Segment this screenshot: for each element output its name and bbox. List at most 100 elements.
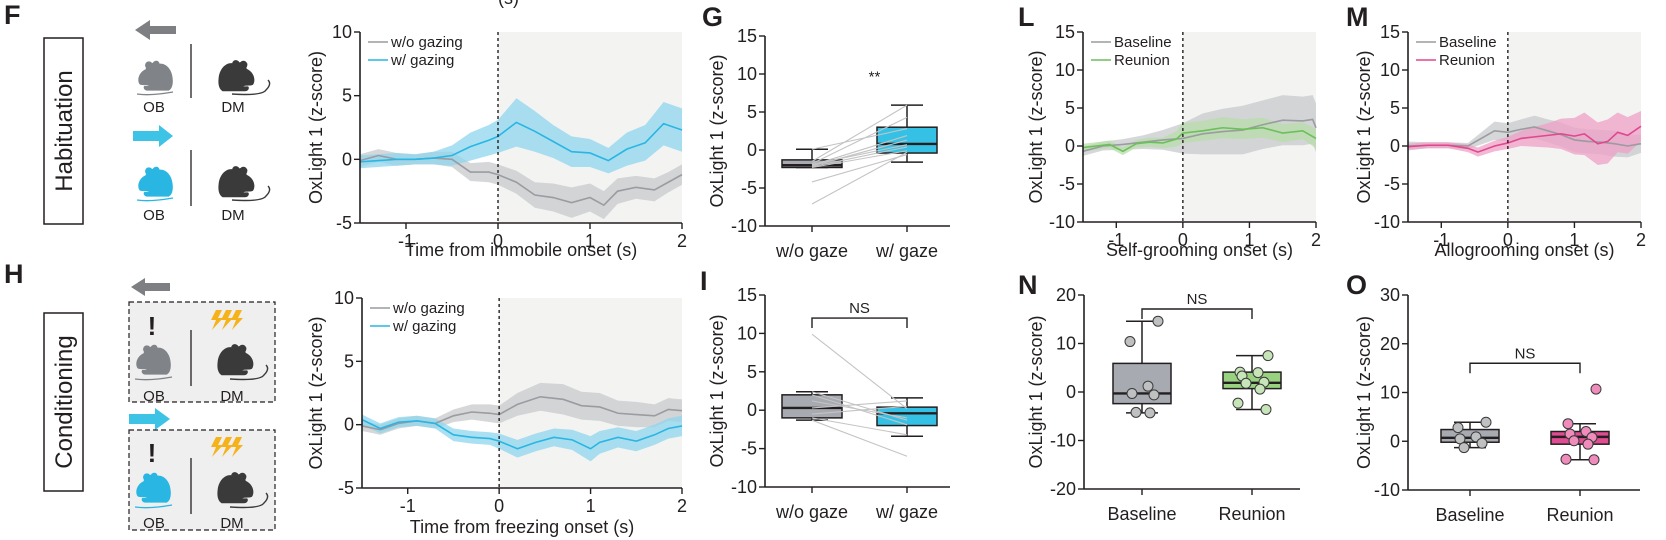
- y-tick-label: 5: [344, 351, 354, 371]
- significance-bracket: [811, 317, 908, 329]
- y-axis-label: OxLight 1 (z-score): [306, 51, 326, 204]
- y-axis-label: OxLight 1 (z-score): [306, 316, 326, 469]
- paired-line: [811, 333, 908, 410]
- demonstrator-label: DM: [220, 388, 243, 405]
- y-tick-label: 10: [334, 288, 354, 308]
- chart-i-boxplot: -10 -5 0 5 10 15 OxLight 1 (z-score) w/o gaze w/…: [707, 285, 950, 522]
- y-tick-label: 10: [1055, 60, 1075, 80]
- schematic-conditioning: Conditioning ! OB DM !: [43, 278, 276, 532]
- y-tick-label: 5: [747, 362, 757, 382]
- y-axis-label: OxLight 1 (z-score): [1354, 50, 1374, 203]
- y-tick-label: -10: [731, 216, 757, 236]
- condition-label-conditioning: Conditioning: [51, 335, 78, 468]
- legend-label: Reunion: [1439, 52, 1495, 69]
- box-baseline: [1440, 428, 1500, 443]
- paired-line: [811, 405, 908, 415]
- data-point: [1260, 403, 1272, 415]
- data-point: [1232, 397, 1244, 409]
- demonstrator-label: DM: [221, 207, 244, 224]
- chart-g-boxplot: -10 -5 0 5 10 15 OxLight 1 (z-score) w/o gaze w/…: [707, 26, 950, 261]
- data-point: [1560, 453, 1572, 465]
- data-point: [1476, 437, 1488, 449]
- condition-box: [43, 37, 84, 225]
- y-tick-label: 20: [1380, 334, 1400, 354]
- box-baseline: [1112, 362, 1172, 405]
- category-label: Reunion: [1546, 505, 1613, 525]
- mouse-tail-icon: [229, 492, 269, 509]
- data-point: [1480, 416, 1492, 428]
- paired-line: [811, 151, 908, 205]
- y-tick-label: 15: [737, 285, 757, 305]
- category-label: Baseline: [1107, 504, 1176, 524]
- paired-line: [811, 146, 908, 168]
- lightning-icon: [211, 310, 243, 330]
- chart-n-boxplot: -20 -10 0 10 20 OxLight 1 (z-score) Baseline Re…: [1026, 285, 1300, 524]
- y-tick-label: 5: [1390, 98, 1400, 118]
- significance-label: **: [869, 69, 881, 86]
- lightning-icon: [211, 437, 243, 457]
- paired-line: [811, 400, 908, 419]
- y-tick-label: 10: [1056, 334, 1076, 354]
- y-tick-label: -10: [1049, 212, 1075, 232]
- condition-box: [43, 312, 84, 492]
- y-tick-label: 0: [747, 140, 757, 160]
- y-axis-label: OxLight 1 (z-score): [1354, 316, 1374, 469]
- x-tick-label: 2: [1636, 230, 1646, 250]
- chart-o-boxplot: -10 0 10 20 30 OxLight 1 (z-score) Baseline Reu…: [1354, 285, 1640, 525]
- y-tick-label: -5: [741, 178, 757, 198]
- panel-letter-o: O: [1346, 270, 1367, 300]
- chart-f-immobile-onset: -5 0 5 10 OxLight 1 (z-score) -1 0 1 2 Time from …: [306, 22, 687, 260]
- legend-label: Baseline: [1114, 34, 1172, 51]
- data-point: [1452, 422, 1464, 434]
- y-tick-label: 10: [332, 22, 352, 42]
- legend-label: w/ gazing: [390, 52, 454, 69]
- y-tick-label: 10: [737, 64, 757, 84]
- x-tick-label: 0: [1178, 230, 1188, 250]
- y-tick-label: -20: [1050, 479, 1076, 499]
- panel-letter-f: F: [4, 0, 21, 30]
- mouse-icon: [138, 166, 173, 197]
- sem-band-wogazing: [362, 382, 682, 435]
- exclamation-icon: !: [148, 311, 157, 341]
- x-tick-label: 1: [585, 231, 595, 251]
- category-label: Reunion: [1218, 504, 1285, 524]
- paired-line: [811, 104, 908, 162]
- mouse-tail-icon: [136, 197, 174, 202]
- sem-band-wogazing: [360, 149, 682, 220]
- data-point: [1458, 442, 1470, 454]
- y-tick-label: 0: [1390, 136, 1400, 156]
- data-point: [1144, 407, 1156, 419]
- x-tick-label: -1: [400, 496, 416, 516]
- box-reunion: [1222, 371, 1282, 390]
- paired-line: [811, 417, 908, 436]
- series-line-reunion: [1082, 126, 1317, 153]
- data-point: [1588, 454, 1600, 466]
- y-tick-label: 15: [1055, 22, 1075, 42]
- paired-line: [811, 150, 908, 169]
- arrow-left-icon: [131, 278, 170, 296]
- series-line-wgazing: [361, 418, 683, 450]
- paired-line: [811, 154, 908, 183]
- x-axis-label: Self-grooming onset (s): [1106, 240, 1293, 260]
- legend-label: w/ gazing: [392, 318, 456, 335]
- x-tick-label: 2: [1311, 230, 1321, 250]
- legend-label: Reunion: [1114, 52, 1170, 69]
- y-tick-label: 0: [1390, 431, 1400, 451]
- arrow-right-icon: [133, 125, 173, 147]
- demonstrator-label: DM: [220, 515, 243, 532]
- x-tick-label: 2: [677, 231, 687, 251]
- y-tick-label: 0: [344, 415, 354, 435]
- sem-band-wgazing: [360, 98, 682, 174]
- x-tick-label: 1: [1569, 230, 1579, 250]
- significance-bracket: [1141, 308, 1253, 319]
- y-tick-label: 20: [1056, 285, 1076, 305]
- y-tick-label: -10: [1374, 212, 1400, 232]
- panel-letter-i: I: [700, 266, 708, 296]
- legend-label: w/o gazing: [390, 34, 463, 51]
- data-point: [1568, 435, 1580, 447]
- mouse-tail-icon: [229, 364, 269, 381]
- y-tick-label: -5: [336, 213, 352, 233]
- y-tick-label: -5: [338, 478, 354, 498]
